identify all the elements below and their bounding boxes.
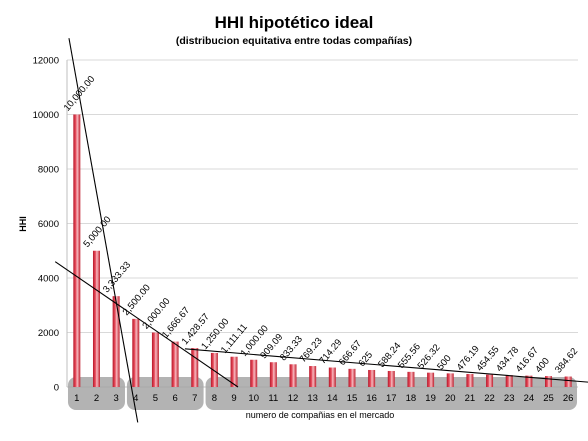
- x-tick-label: 3: [113, 393, 118, 404]
- x-tick-labels: 1 2 3 4 5 6 7 8 9 10 11 12 13 14 15 16 17 18 19 20 21 22 23 24 2…: [74, 393, 573, 404]
- x-tick-label: 1: [74, 393, 79, 404]
- x-tick-label: 14: [327, 393, 338, 404]
- x-tick-label: 10: [248, 393, 259, 404]
- x-tick-label: 11: [268, 393, 278, 404]
- bar: [112, 296, 120, 387]
- bar: [564, 376, 572, 387]
- x-tick-label: 7: [192, 393, 197, 404]
- y-axis-title: HHI: [18, 216, 28, 232]
- bar: [387, 370, 395, 387]
- y-tick-labels: 0 2000 4000 6000 8000 10000 12000: [33, 56, 59, 394]
- bar: [92, 250, 100, 387]
- trend-line: [54, 261, 239, 388]
- bar: [368, 369, 376, 387]
- y-tick-label: 8000: [38, 165, 59, 176]
- bar: [210, 352, 218, 387]
- bar: [191, 348, 199, 387]
- x-axis-title: numero de compañias en el mercado: [246, 410, 395, 420]
- data-label: 625: [357, 350, 376, 369]
- bar: [407, 371, 415, 387]
- x-tick-label: 26: [563, 393, 574, 404]
- bar: [151, 332, 159, 387]
- category-group-box: [126, 377, 204, 410]
- x-tick-label: 4: [133, 393, 138, 404]
- x-tick-label: 18: [406, 393, 417, 404]
- y-tick-label: 0: [54, 383, 59, 394]
- x-tick-label: 24: [524, 393, 535, 404]
- y-tick-label: 6000: [38, 219, 59, 230]
- x-tick-label: 23: [504, 393, 515, 404]
- data-labels: 10,000.005,000.003,333.332,500.002,000.0…: [62, 74, 580, 375]
- x-tick-label: 8: [212, 393, 217, 404]
- x-tick-label: 19: [425, 393, 436, 404]
- x-tick-label: 15: [347, 393, 358, 404]
- bar: [328, 367, 336, 387]
- bar: [486, 374, 494, 387]
- bar: [73, 114, 81, 387]
- x-tick-label: 17: [386, 393, 397, 404]
- gridlines: [66, 59, 578, 388]
- bar: [466, 374, 474, 387]
- x-tick-label: 12: [288, 393, 299, 404]
- data-label: 2,500.00: [121, 282, 153, 317]
- bar: [171, 341, 179, 387]
- bar: [348, 368, 356, 387]
- data-label: 5,000.00: [81, 214, 113, 249]
- x-tick-label: 2: [94, 393, 99, 404]
- y-tick-label: 4000: [38, 274, 59, 285]
- trend-line: [184, 348, 588, 383]
- bar: [427, 372, 435, 387]
- x-tick-label: 21: [465, 393, 476, 404]
- category-groups: [67, 377, 578, 410]
- trend-lines: [54, 38, 588, 423]
- y-tick-label: 12000: [33, 56, 59, 67]
- bar: [230, 356, 238, 387]
- bar: [525, 375, 533, 387]
- x-tick-label: 9: [231, 393, 236, 404]
- chart-title: HHI hipotético ideal: [215, 13, 374, 32]
- data-label: 384.62: [553, 346, 580, 375]
- bars: [73, 114, 572, 387]
- y-tick-label: 10000: [33, 110, 59, 121]
- category-group-box: [205, 377, 578, 410]
- trend-line: [68, 38, 139, 423]
- x-tick-label: 5: [153, 393, 158, 404]
- x-tick-label: 16: [366, 393, 377, 404]
- bar: [545, 376, 553, 387]
- bar: [289, 364, 297, 387]
- bar: [269, 362, 277, 387]
- x-tick-label: 20: [445, 393, 456, 404]
- chart-subtitle: (distribucion equitativa entre todas com…: [176, 35, 412, 47]
- x-tick-label: 6: [172, 393, 177, 404]
- bar: [250, 359, 258, 387]
- category-group-box: [67, 377, 125, 410]
- y-tick-label: 2000: [38, 328, 59, 339]
- x-tick-label: 13: [307, 393, 318, 404]
- data-label: 400: [533, 356, 552, 375]
- bar: [505, 375, 513, 387]
- x-tick-label: 25: [543, 393, 554, 404]
- bar: [446, 373, 454, 387]
- bar: [132, 318, 140, 387]
- x-tick-label: 22: [484, 393, 495, 404]
- data-label: 3,333.33: [101, 260, 133, 295]
- bar: [309, 366, 317, 387]
